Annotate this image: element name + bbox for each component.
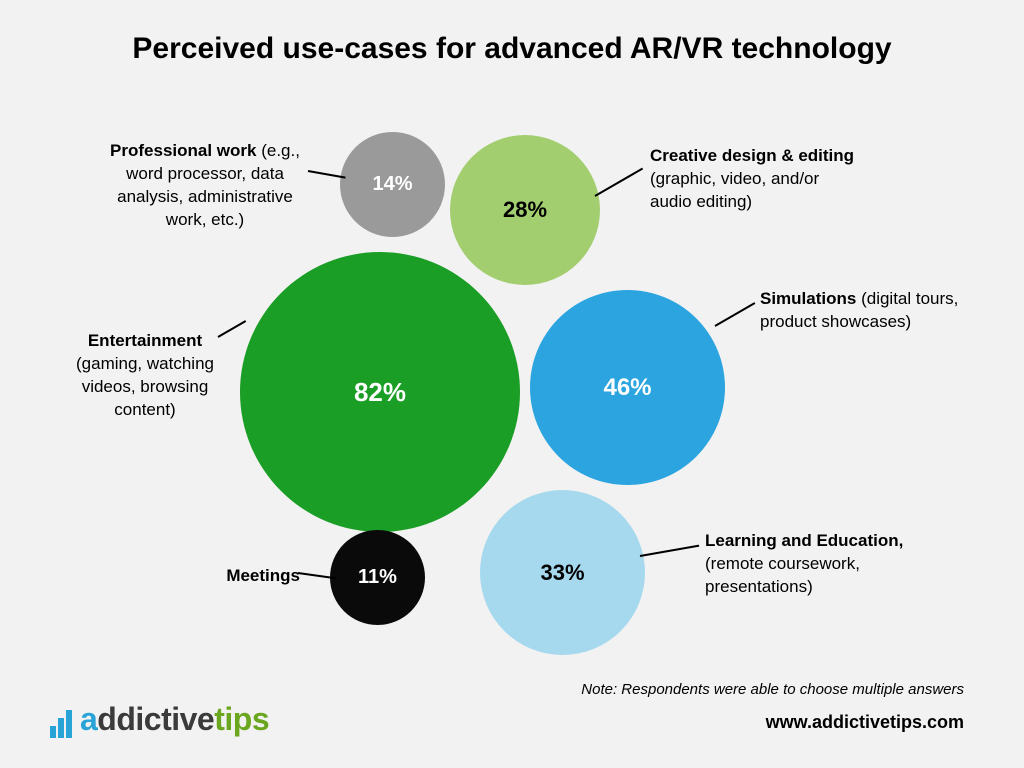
bubble-learning: 33%	[480, 490, 645, 655]
logo: addictivetips	[50, 701, 269, 738]
bubble-entertainment: 82%	[240, 252, 520, 532]
logo-part-tips: tips	[214, 701, 269, 737]
bubble-professional: 14%	[340, 132, 445, 237]
label-professional: Professional work (e.g., word processor,…	[95, 140, 315, 232]
chart-title: Perceived use-cases for advanced AR/VR t…	[0, 30, 1024, 68]
leader-simulations	[715, 302, 756, 327]
bubble-meetings: 11%	[330, 530, 425, 625]
label-meetings: Meetings	[200, 565, 300, 588]
logo-bars-icon	[50, 701, 74, 738]
label-creative: Creative design & editing (graphic, vide…	[650, 145, 860, 214]
leader-learning	[640, 545, 699, 557]
logo-part-mid: ddictive	[97, 701, 214, 737]
bubble-creative: 28%	[450, 135, 600, 285]
leader-entertainment	[218, 320, 247, 338]
bubble-simulations: 46%	[530, 290, 725, 485]
label-simulations: Simulations (digital tours, product show…	[760, 288, 960, 334]
logo-part-a: a	[80, 701, 97, 737]
footnote: Note: Respondents were able to choose mu…	[581, 681, 964, 698]
label-learning: Learning and Education, (remote coursewo…	[705, 530, 915, 599]
label-entertainment: Entertainment (gaming, watching videos, …	[60, 330, 230, 422]
leader-creative	[595, 168, 644, 197]
source-url: www.addictivetips.com	[766, 712, 964, 733]
